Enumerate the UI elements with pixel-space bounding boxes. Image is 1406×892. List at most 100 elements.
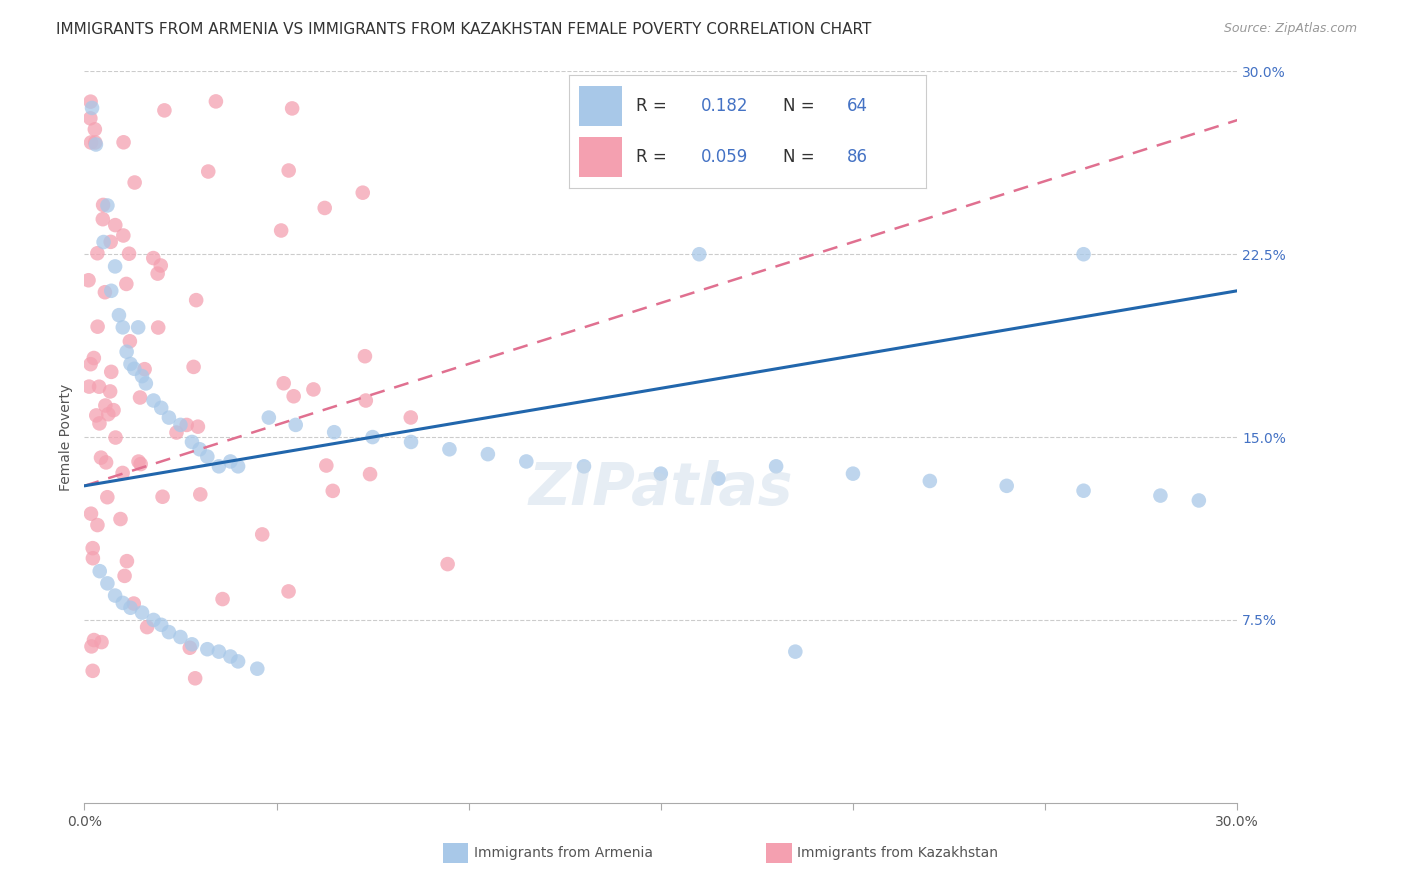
Point <box>104 589 127 603</box>
Point <box>124 176 146 190</box>
Point <box>110 512 132 526</box>
Point <box>359 467 381 482</box>
Point <box>131 606 153 620</box>
Point <box>183 359 205 374</box>
Point <box>91 212 114 227</box>
Point <box>186 293 208 307</box>
Point <box>118 246 141 260</box>
Point <box>80 640 103 654</box>
Point <box>150 401 173 415</box>
Point <box>315 458 337 473</box>
Point <box>477 447 499 461</box>
Point <box>166 425 188 440</box>
Point <box>112 228 135 243</box>
Point <box>120 357 142 371</box>
Point <box>361 430 384 444</box>
Text: IMMIGRANTS FROM ARMENIA VS IMMIGRANTS FROM KAZAKHSTAN FEMALE POVERTY CORRELATION: IMMIGRANTS FROM ARMENIA VS IMMIGRANTS FR… <box>56 22 872 37</box>
Point <box>77 379 100 393</box>
Point <box>515 454 537 468</box>
Text: Immigrants from Kazakhstan: Immigrants from Kazakhstan <box>797 846 998 860</box>
Point <box>91 198 114 212</box>
Text: Immigrants from Armenia: Immigrants from Armenia <box>474 846 652 860</box>
Point <box>94 455 117 469</box>
Point <box>1073 247 1095 261</box>
Point <box>83 351 105 365</box>
Point <box>100 235 122 249</box>
Point <box>188 442 211 457</box>
Point <box>84 137 107 152</box>
Point <box>79 112 101 126</box>
Point <box>995 479 1018 493</box>
Point <box>157 410 180 425</box>
Point <box>257 410 280 425</box>
Point <box>83 633 105 648</box>
Point <box>314 201 336 215</box>
Point <box>83 122 105 136</box>
Point <box>122 597 145 611</box>
Point <box>323 425 346 440</box>
Point <box>136 620 159 634</box>
Point <box>1188 493 1211 508</box>
Point <box>707 471 730 485</box>
Point <box>150 617 173 632</box>
Point <box>184 671 207 685</box>
Point <box>252 527 274 541</box>
Point <box>918 474 941 488</box>
Point <box>277 584 299 599</box>
Point <box>114 569 136 583</box>
Point <box>142 613 165 627</box>
Point <box>179 640 201 655</box>
Point <box>115 344 138 359</box>
Point <box>226 459 249 474</box>
Point <box>1149 489 1171 503</box>
Point <box>169 630 191 644</box>
Point <box>111 596 134 610</box>
Point <box>219 649 242 664</box>
Point <box>197 164 219 178</box>
Point <box>131 369 153 384</box>
Point <box>87 380 110 394</box>
Point <box>82 664 104 678</box>
Point <box>129 457 152 471</box>
Point <box>135 376 157 391</box>
Point <box>104 218 127 232</box>
Point <box>84 409 107 423</box>
Point <box>115 554 138 568</box>
Text: ZIPatlas: ZIPatlas <box>529 459 793 516</box>
Point <box>195 642 218 657</box>
Point <box>765 459 787 474</box>
Point <box>100 365 122 379</box>
Point <box>157 625 180 640</box>
Point <box>205 95 228 109</box>
Point <box>650 467 672 481</box>
Point <box>153 103 176 118</box>
Y-axis label: Female Poverty: Female Poverty <box>59 384 73 491</box>
Point <box>785 645 807 659</box>
Point <box>273 376 295 391</box>
Point <box>86 246 108 260</box>
Point <box>281 102 304 116</box>
Point <box>118 334 141 349</box>
Point <box>86 518 108 533</box>
Point <box>187 419 209 434</box>
Point <box>77 273 100 287</box>
Point <box>439 442 461 457</box>
Point <box>120 600 142 615</box>
Point <box>181 434 204 449</box>
Point <box>208 459 231 474</box>
Point <box>283 389 305 403</box>
Point <box>302 383 325 397</box>
Point <box>100 284 122 298</box>
Text: Source: ZipAtlas.com: Source: ZipAtlas.com <box>1223 22 1357 36</box>
Point <box>89 417 111 431</box>
Point <box>96 198 118 212</box>
Point <box>181 637 204 651</box>
Point <box>97 407 120 421</box>
Point <box>146 267 169 281</box>
Point <box>688 247 710 261</box>
Point <box>94 399 117 413</box>
Point <box>108 308 131 322</box>
Point <box>399 410 422 425</box>
Point <box>226 654 249 668</box>
Point <box>284 417 307 432</box>
